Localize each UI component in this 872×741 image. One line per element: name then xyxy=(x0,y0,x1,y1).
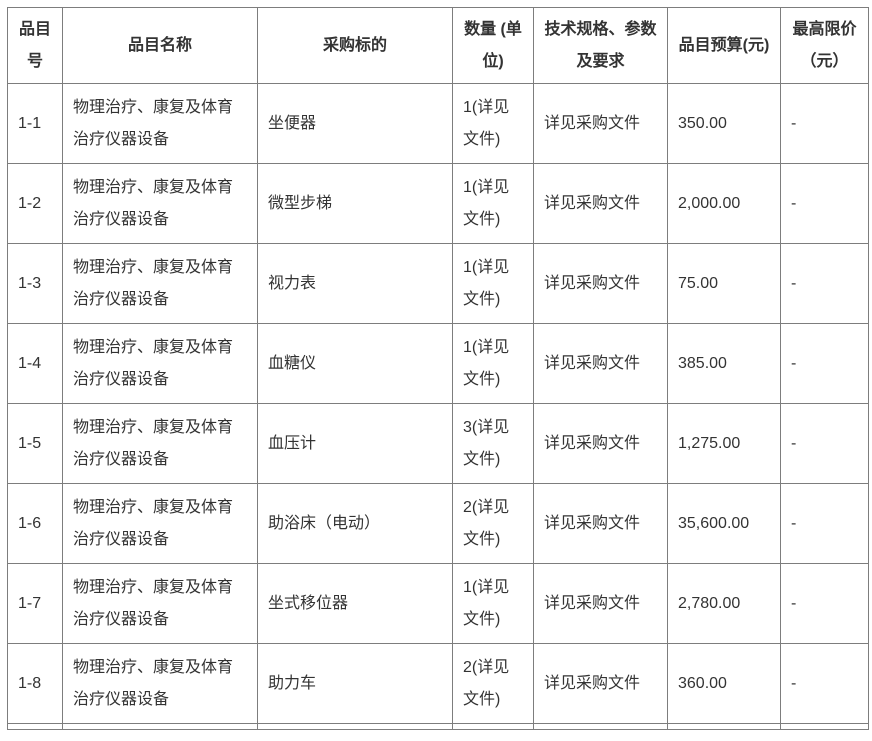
cell-item-no: 1-2 xyxy=(7,163,63,244)
cell-budget: 75.00 xyxy=(667,243,781,324)
cell-item-no xyxy=(7,723,63,730)
cell-spec: 详见采购文件 xyxy=(533,483,668,564)
cell-quantity: 2(详见文件) xyxy=(452,483,534,564)
table-header-row: 品目号 品目名称 采购标的 数量 (单位) 技术规格、参数及要求 品目预算(元)… xyxy=(7,7,869,84)
cell-max-price: - xyxy=(780,483,869,564)
cell-target: 视力表 xyxy=(257,243,453,324)
cell-item-name: 物理治疗、康复及体育治疗仪器设备 xyxy=(62,163,258,244)
table-row: 1-4 物理治疗、康复及体育治疗仪器设备 血糖仪 1(详见文件) 详见采购文件 … xyxy=(7,323,869,404)
cell-spec: 详见采购文件 xyxy=(533,163,668,244)
cell-item-name: 物理治疗、康复及体育治疗仪器设备 xyxy=(62,243,258,324)
cell-spec: 详见采购文件 xyxy=(533,403,668,484)
cell-budget: 1,275.00 xyxy=(667,403,781,484)
cell-max-price: - xyxy=(780,243,869,324)
cell-item-name: 物理治疗、康复及体育治疗仪器设备 xyxy=(62,643,258,724)
cell-quantity: 2(详见文件) xyxy=(452,643,534,724)
cell-spec: 详见采购文件 xyxy=(533,563,668,644)
cell-item-no: 1-6 xyxy=(7,483,63,564)
cell-spec: 详见采购文件 xyxy=(533,643,668,724)
table-row: 1-1 物理治疗、康复及体育治疗仪器设备 坐便器 1(详见文件) 详见采购文件 … xyxy=(7,83,869,164)
cell-target: 助力车 xyxy=(257,643,453,724)
cell-item-name xyxy=(62,723,258,730)
cell-quantity: 1(详见文件) xyxy=(452,323,534,404)
cell-budget: 385.00 xyxy=(667,323,781,404)
cell-target: 微型步梯 xyxy=(257,163,453,244)
cell-max-price xyxy=(780,723,869,730)
cell-budget: 35,600.00 xyxy=(667,483,781,564)
cell-max-price: - xyxy=(780,323,869,404)
cell-quantity: 1(详见文件) xyxy=(452,563,534,644)
cell-spec xyxy=(533,723,668,730)
header-item-name: 品目名称 xyxy=(62,7,258,84)
table-row: 1-8 物理治疗、康复及体育治疗仪器设备 助力车 2(详见文件) 详见采购文件 … xyxy=(7,643,869,724)
table-row-partial xyxy=(7,723,869,730)
cell-item-name: 物理治疗、康复及体育治疗仪器设备 xyxy=(62,323,258,404)
table-row: 1-3 物理治疗、康复及体育治疗仪器设备 视力表 1(详见文件) 详见采购文件 … xyxy=(7,243,869,324)
table-row: 1-2 物理治疗、康复及体育治疗仪器设备 微型步梯 1(详见文件) 详见采购文件… xyxy=(7,163,869,244)
header-target: 采购标的 xyxy=(257,7,453,84)
cell-budget: 2,780.00 xyxy=(667,563,781,644)
header-spec: 技术规格、参数及要求 xyxy=(533,7,668,84)
cell-quantity: 1(详见文件) xyxy=(452,163,534,244)
header-item-no: 品目号 xyxy=(7,7,63,84)
table-row: 1-6 物理治疗、康复及体育治疗仪器设备 助浴床（电动） 2(详见文件) 详见采… xyxy=(7,483,869,564)
cell-target: 血糖仪 xyxy=(257,323,453,404)
cell-max-price: - xyxy=(780,403,869,484)
cell-item-no: 1-1 xyxy=(7,83,63,164)
cell-item-name: 物理治疗、康复及体育治疗仪器设备 xyxy=(62,483,258,564)
cell-target: 坐式移位器 xyxy=(257,563,453,644)
cell-quantity: 3(详见文件) xyxy=(452,403,534,484)
cell-budget: 350.00 xyxy=(667,83,781,164)
cell-item-name: 物理治疗、康复及体育治疗仪器设备 xyxy=(62,83,258,164)
table-row: 1-7 物理治疗、康复及体育治疗仪器设备 坐式移位器 1(详见文件) 详见采购文… xyxy=(7,563,869,644)
header-quantity: 数量 (单位) xyxy=(452,7,534,84)
cell-item-no: 1-4 xyxy=(7,323,63,404)
cell-item-no: 1-7 xyxy=(7,563,63,644)
cell-item-no: 1-8 xyxy=(7,643,63,724)
cell-budget: 360.00 xyxy=(667,643,781,724)
cell-max-price: - xyxy=(780,83,869,164)
cell-budget xyxy=(667,723,781,730)
header-budget: 品目预算(元) xyxy=(667,7,781,84)
cell-spec: 详见采购文件 xyxy=(533,323,668,404)
cell-max-price: - xyxy=(780,163,869,244)
cell-budget: 2,000.00 xyxy=(667,163,781,244)
cell-quantity xyxy=(452,723,534,730)
cell-item-name: 物理治疗、康复及体育治疗仪器设备 xyxy=(62,403,258,484)
cell-target xyxy=(257,723,453,730)
table-row: 1-5 物理治疗、康复及体育治疗仪器设备 血压计 3(详见文件) 详见采购文件 … xyxy=(7,403,869,484)
cell-spec: 详见采购文件 xyxy=(533,83,668,164)
cell-quantity: 1(详见文件) xyxy=(452,83,534,164)
cell-quantity: 1(详见文件) xyxy=(452,243,534,324)
cell-item-no: 1-3 xyxy=(7,243,63,324)
cell-target: 坐便器 xyxy=(257,83,453,164)
cell-item-no: 1-5 xyxy=(7,403,63,484)
header-max-price: 最高限价（元） xyxy=(780,7,869,84)
cell-max-price: - xyxy=(780,563,869,644)
procurement-items-table: 品目号 品目名称 采购标的 数量 (单位) 技术规格、参数及要求 品目预算(元)… xyxy=(7,7,869,730)
cell-target: 助浴床（电动） xyxy=(257,483,453,564)
cell-max-price: - xyxy=(780,643,869,724)
cell-target: 血压计 xyxy=(257,403,453,484)
cell-spec: 详见采购文件 xyxy=(533,243,668,324)
cell-item-name: 物理治疗、康复及体育治疗仪器设备 xyxy=(62,563,258,644)
